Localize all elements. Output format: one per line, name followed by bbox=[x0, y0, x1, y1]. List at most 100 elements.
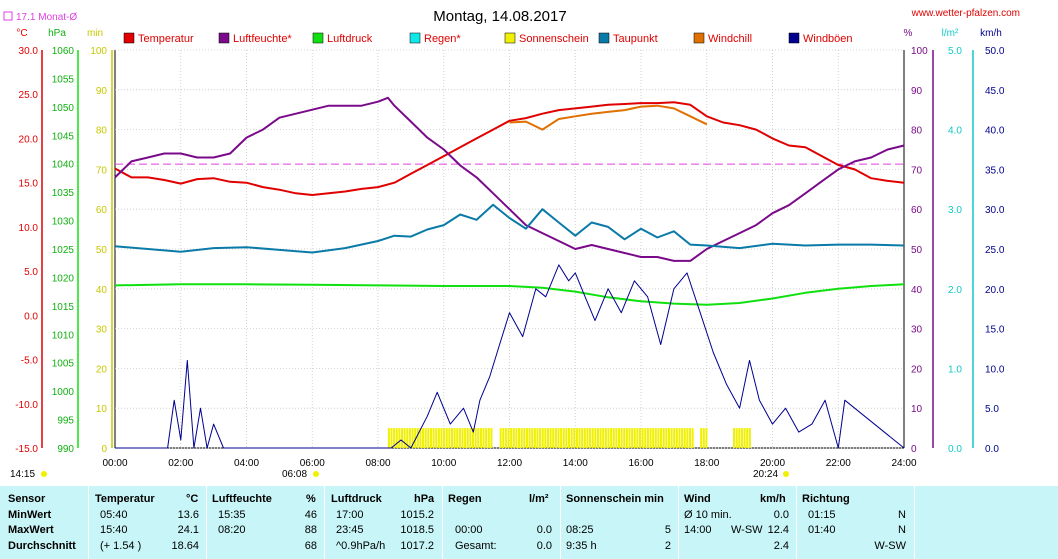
sunshine-bar bbox=[487, 428, 490, 448]
wind-tick-label: 20.0 bbox=[985, 285, 1005, 296]
windchill-series bbox=[509, 104, 708, 131]
sunshine-bar bbox=[453, 428, 456, 448]
stat-wind-time: Ø 10 min. bbox=[684, 509, 732, 521]
sunshine-bar bbox=[633, 428, 636, 448]
stat-rain-time: 00:00 bbox=[455, 524, 483, 536]
rain-tick-label: 5.0 bbox=[948, 46, 962, 57]
stat-temp-value: 24.1 bbox=[177, 524, 199, 536]
humidity-tick-label: 100 bbox=[911, 46, 928, 57]
sunshine-bar bbox=[660, 428, 663, 448]
stat-pressure-time: ^0.9hPa/h bbox=[336, 540, 386, 552]
sunshine-bar bbox=[533, 428, 536, 448]
pressure-tick-label: 1055 bbox=[52, 74, 75, 85]
humidity-tick-label: 0 bbox=[911, 444, 917, 455]
rain-tick-label: 3.0 bbox=[948, 205, 962, 216]
stat-row-label: Durchschnitt bbox=[8, 540, 76, 552]
stat-wind-direction: W-SW bbox=[731, 524, 763, 536]
humidity-tick-label: 90 bbox=[911, 86, 923, 97]
sunshine-bar bbox=[546, 428, 549, 448]
chart-legend: Temperatur Luftfeuchte* Luftdruck Regen* Son… bbox=[123, 32, 853, 45]
stat-humidity-value: 46 bbox=[304, 509, 317, 521]
sunshine-bar bbox=[748, 428, 751, 448]
sunshine-bar bbox=[743, 428, 746, 448]
sunshine-bar bbox=[512, 428, 515, 448]
sunshine-bar bbox=[390, 428, 393, 448]
temp-tick-label: 15.0 bbox=[19, 179, 39, 190]
sunshine-bar bbox=[554, 428, 557, 448]
sunshine-bar bbox=[604, 428, 607, 448]
header-wind: Wind bbox=[684, 493, 711, 505]
wind-tick-label: 35.0 bbox=[985, 165, 1005, 176]
pressure-tick-label: 1040 bbox=[52, 160, 75, 171]
header-humidity-unit: % bbox=[306, 493, 316, 505]
sunshine-bar bbox=[435, 428, 438, 448]
pressure-unit-label: hPa bbox=[48, 28, 66, 39]
sunshine-bar bbox=[738, 428, 741, 448]
website-label: www.wetter-pfalzen.com bbox=[911, 8, 1020, 19]
x-tick-label: 02:00 bbox=[168, 458, 193, 469]
legend-label: Luftdruck bbox=[327, 33, 373, 45]
sunshine-bar bbox=[740, 428, 743, 448]
temp-tick-label: 5.0 bbox=[24, 267, 38, 278]
stat-temp-time: 05:40 bbox=[100, 509, 128, 521]
wind-tick-label: 5.0 bbox=[985, 404, 999, 415]
sunshine-bar bbox=[419, 428, 422, 448]
sunshine-bar bbox=[607, 428, 610, 448]
sunshine-bar bbox=[578, 428, 581, 448]
sunshine-bar bbox=[688, 428, 691, 448]
pressure-tick-label: 1015 bbox=[52, 302, 75, 313]
header-rain: Regen bbox=[448, 493, 482, 505]
sunshine-bar bbox=[681, 428, 684, 448]
sunshine-bar bbox=[393, 428, 396, 448]
sunshine-bar bbox=[746, 428, 749, 448]
sunshine-bar bbox=[456, 428, 459, 448]
statistics-table: Sensor Temperatur °C Luftfeuchte % Luftd… bbox=[0, 486, 1058, 559]
temp-tick-label: 10.0 bbox=[19, 223, 39, 234]
x-tick-label: 16:00 bbox=[628, 458, 653, 469]
x-tick-label: 00:00 bbox=[102, 458, 127, 469]
legend-label: Temperatur bbox=[138, 33, 194, 45]
sunshine-bar bbox=[450, 428, 453, 448]
sunshine-bar bbox=[586, 428, 589, 448]
minutes-tick-label: 30 bbox=[96, 325, 108, 336]
humidity-tick-label: 20 bbox=[911, 364, 923, 375]
month-avg-label: 17.1 Monat-Ø bbox=[16, 12, 77, 23]
legend-swatch bbox=[504, 32, 516, 44]
chart-axes: 00:00 02:00 04:00 06:00 08:00 10:00 12:00 14:00… bbox=[15, 46, 1005, 469]
wind-unit-label: km/h bbox=[980, 28, 1002, 39]
temp-tick-label: 20.0 bbox=[19, 134, 39, 145]
header-sunshine: Sonnenschein min bbox=[566, 493, 664, 505]
header-temp-unit: °C bbox=[186, 493, 199, 505]
sunshine-bar bbox=[416, 428, 419, 448]
sunshine-bar bbox=[625, 428, 628, 448]
sunshine-bar bbox=[573, 428, 576, 448]
stat-humidity-time: 08:20 bbox=[218, 524, 246, 536]
sunshine-bar bbox=[562, 428, 565, 448]
sunshine-bar bbox=[702, 428, 705, 448]
legend-swatch bbox=[598, 32, 610, 44]
stat-rain-value: 0.0 bbox=[536, 540, 552, 552]
minutes-tick-label: 50 bbox=[96, 245, 108, 256]
sunshine-bar bbox=[424, 428, 427, 448]
plot-area bbox=[114, 96, 905, 449]
minutes-unit-label: min bbox=[87, 28, 103, 39]
humidity-tick-label: 10 bbox=[911, 404, 923, 415]
humidity-unit-label: % bbox=[904, 28, 913, 39]
header-wind-unit: km/h bbox=[760, 493, 786, 505]
sunrise-sun-icon bbox=[313, 471, 319, 477]
sunshine-bar bbox=[429, 428, 432, 448]
sunshine-bar bbox=[458, 428, 461, 448]
sunshine-bar bbox=[502, 428, 505, 448]
sunshine-bar bbox=[539, 428, 542, 448]
stat-temp-value: 18.64 bbox=[171, 540, 199, 552]
sunshine-bar bbox=[432, 428, 435, 448]
dewpoint-series bbox=[114, 203, 905, 254]
sunshine-bar bbox=[427, 428, 430, 448]
sunshine-bar bbox=[610, 428, 613, 448]
temp-tick-label: -5.0 bbox=[21, 356, 39, 367]
legend-swatch bbox=[218, 32, 230, 44]
humidity-series bbox=[114, 96, 905, 262]
sunshine-bar bbox=[401, 428, 404, 448]
sunshine-bar bbox=[636, 428, 639, 448]
temp-tick-label: -15.0 bbox=[15, 444, 38, 455]
